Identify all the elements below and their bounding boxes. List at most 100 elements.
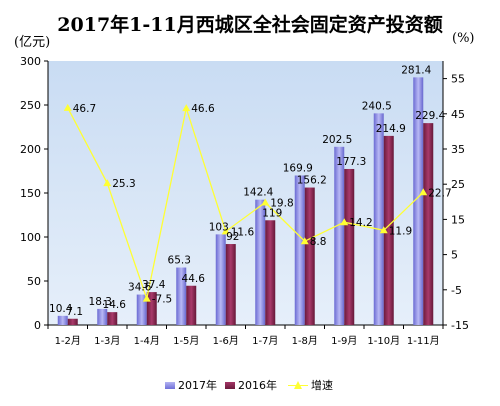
legend-swatch-2017 [165, 381, 175, 389]
y-left-tick-label: 50 [27, 275, 41, 288]
data-label-growth: 8.8 [310, 236, 327, 248]
x-tick-label: 1-7月 [252, 335, 278, 347]
data-label-growth: 46.7 [73, 103, 96, 115]
growth-point [221, 227, 230, 235]
bar-2017 [294, 175, 305, 325]
bar-2016 [423, 123, 434, 326]
x-tick-label: 1-9月 [331, 335, 357, 347]
data-label-2017: 34.6 [128, 282, 152, 294]
growth-point [300, 237, 309, 245]
y-right-tick-label: 25 [451, 178, 465, 191]
data-label-2016: 177.3 [336, 156, 366, 168]
bar-2017 [176, 267, 187, 325]
bar-2017 [97, 308, 108, 325]
left-axis-unit: (亿元) [14, 35, 51, 50]
legend-item-growth: 增速 [288, 377, 333, 393]
bar-2017 [215, 234, 226, 325]
growth-line [67, 105, 424, 302]
legend-swatch-2016 [225, 381, 235, 389]
y-left-tick-label: 200 [20, 143, 41, 156]
bar-2017 [373, 113, 384, 325]
data-label-growth: 25.3 [112, 178, 135, 190]
bar-2016 [186, 285, 197, 325]
bar-2016 [107, 312, 118, 325]
bar-2017 [255, 199, 266, 325]
x-tick-label: 1-8月 [292, 335, 318, 347]
data-label-2016: 156.2 [297, 175, 327, 187]
data-label-growth: 46.6 [191, 103, 215, 115]
y-right-tick-label: -5 [451, 284, 462, 297]
data-label-growth: 11.9 [389, 225, 412, 237]
y-left-tick-label: 150 [20, 187, 41, 200]
y-left-tick-label: 250 [20, 99, 41, 112]
bar-2016 [265, 220, 276, 325]
growth-point [419, 188, 428, 196]
growth-point [261, 198, 270, 206]
data-label-2016: 7.1 [66, 306, 83, 318]
chart-title: 2017年1-11月西城区全社会固定资产投资额 [57, 14, 443, 36]
legend-item-2017: 2017年 [165, 377, 217, 393]
data-label-2016: 14.6 [103, 299, 127, 311]
data-label-2017: 169.9 [283, 162, 313, 174]
y-right-tick-label: 15 [451, 213, 465, 226]
data-label-growth: 11.6 [231, 226, 255, 238]
data-label-2016: 214.9 [376, 123, 406, 135]
data-label-growth: 19.8 [270, 198, 293, 210]
x-tick-label: 1-6月 [213, 335, 239, 347]
bar-2016 [304, 187, 315, 325]
data-label-2016: 229.4 [415, 110, 445, 122]
data-label-2016: 92 [226, 231, 239, 243]
bar-2016 [146, 292, 157, 325]
x-tick-label: 1-2月 [55, 335, 81, 347]
legend-swatch-growth [288, 380, 308, 390]
legend-label-2016: 2016年 [238, 379, 277, 392]
y-right-tick-label: -15 [451, 319, 469, 332]
x-tick-label: 1-3月 [94, 335, 120, 347]
y-left-tick-label: 0 [34, 319, 41, 332]
bar-2016 [383, 135, 394, 325]
growth-point [182, 104, 191, 112]
bar-2017 [413, 77, 424, 325]
data-label-2016: 119 [262, 207, 282, 219]
data-label-2016: 44.6 [182, 273, 206, 285]
growth-point [379, 226, 388, 234]
y-left-tick-label: 300 [20, 55, 41, 68]
bar-2017 [136, 294, 147, 325]
growth-point [340, 218, 349, 226]
x-tick-label: 1-5月 [173, 335, 199, 347]
data-label-growth: 22.7 [428, 187, 451, 199]
bar-2016 [67, 318, 78, 325]
data-label-2016: 37.4 [142, 279, 166, 291]
data-label-growth: -7.5 [152, 294, 173, 306]
legend-label-growth: 增速 [311, 379, 333, 392]
data-label-2017: 202.5 [322, 134, 352, 146]
x-tick-label: 1-4月 [134, 335, 160, 347]
bar-2017 [57, 315, 68, 325]
growth-point [63, 103, 72, 111]
right-axis-unit: (%) [452, 31, 475, 46]
data-label-2017: 240.5 [362, 100, 392, 112]
y-right-tick-label: 35 [451, 143, 465, 156]
legend-item-2016: 2016年 [225, 377, 277, 393]
data-label-2017: 142.4 [243, 187, 273, 199]
data-label-2017: 281.4 [401, 64, 431, 76]
data-label-2017: 10.4 [49, 303, 73, 315]
bar-2016 [344, 168, 355, 325]
y-left-tick-label: 100 [20, 231, 41, 244]
data-label-2017: 65.3 [168, 255, 191, 267]
data-label-growth: 14.2 [349, 217, 372, 229]
data-label-2017: 18.3 [89, 296, 112, 308]
growth-point [142, 294, 151, 302]
legend-label-2017: 2017年 [178, 379, 217, 392]
x-tick-label: 1-10月 [367, 335, 400, 347]
growth-point [103, 179, 112, 187]
bar-2016 [225, 244, 236, 325]
data-label-2017: 103 [209, 221, 229, 233]
y-right-tick-label: 55 [451, 73, 465, 86]
y-right-tick-label: 45 [451, 108, 465, 121]
x-tick-label: 1-11月 [407, 335, 440, 347]
bar-2017 [334, 146, 345, 325]
y-right-tick-label: 5 [451, 249, 458, 262]
